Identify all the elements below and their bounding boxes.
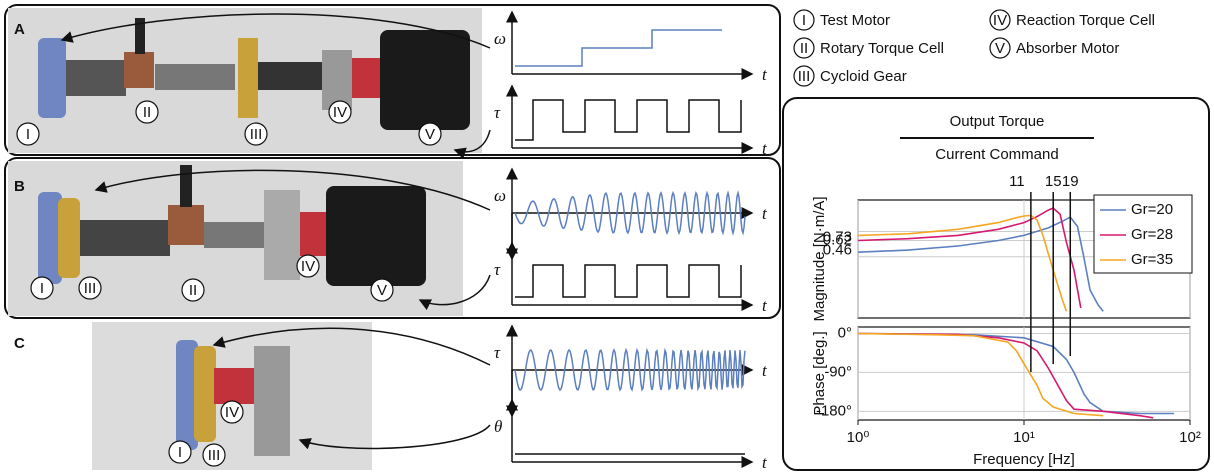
photo-badge-label: III xyxy=(208,447,221,464)
y-tick-label: 0.73 xyxy=(823,229,852,246)
numeral: IV xyxy=(993,12,1007,29)
signal-symbol: τ xyxy=(494,103,501,122)
photo-badge-label: I xyxy=(26,126,30,143)
signal-symbol: τ xyxy=(494,260,501,279)
arrow xyxy=(212,327,491,366)
signal-symbol: ω xyxy=(494,29,506,48)
x-tick-label: 10² xyxy=(1179,429,1201,446)
numeral-circle xyxy=(793,9,815,31)
y-axis-label: Magnitude [N·m/A] xyxy=(811,196,828,321)
photo-badge-label: III xyxy=(84,280,97,297)
series-line xyxy=(858,332,1154,419)
y-tick-label: 0.62 xyxy=(823,231,852,248)
arrow xyxy=(453,129,491,160)
y-tick-label: -180° xyxy=(816,402,852,419)
photo-badge xyxy=(220,400,244,424)
photo-badge xyxy=(30,276,54,300)
photo-badge xyxy=(370,278,394,302)
x-tick-label: 10⁰ xyxy=(847,429,870,446)
legend-label: Gr=20 xyxy=(1131,201,1173,218)
signal-symbol: ω xyxy=(494,186,506,205)
numeral-circle xyxy=(793,37,815,59)
photo-badge-label: IV xyxy=(225,404,239,421)
chart-subtitle: Current Command xyxy=(935,146,1058,163)
photo-badge xyxy=(296,254,320,278)
photo-badge-label: II xyxy=(143,104,151,121)
legend-label: Gr=35 xyxy=(1131,251,1173,268)
photo-badge xyxy=(202,443,226,467)
arrow xyxy=(298,424,491,450)
panel-frame xyxy=(4,157,781,319)
series-line xyxy=(858,214,1068,312)
photo-badge-label: III xyxy=(250,126,263,143)
marker-label: 15 xyxy=(1045,173,1062,190)
time-symbol: t xyxy=(762,296,768,315)
photo-badge-label: V xyxy=(377,282,387,299)
photo xyxy=(92,322,372,470)
photo-badge xyxy=(181,278,205,302)
bode-frame xyxy=(782,97,1210,471)
photo-badge-label: V xyxy=(425,126,435,143)
x-tick-label: 10¹ xyxy=(1013,429,1035,446)
signal-trace xyxy=(514,347,746,392)
time-symbol: t xyxy=(762,453,768,472)
panel-letter: B xyxy=(14,178,25,195)
photo-badge-label: IV xyxy=(301,258,315,275)
y-tick-label: 0.46 xyxy=(823,242,852,259)
component-name: Rotary Torque Cell xyxy=(820,40,944,57)
signal-trace xyxy=(515,29,722,67)
y-tick-label: -90° xyxy=(824,363,852,380)
photo-badge-label: IV xyxy=(333,104,347,121)
component-name: Test Motor xyxy=(820,12,890,29)
time-symbol: t xyxy=(762,204,768,223)
panel-letter: C xyxy=(14,335,25,352)
signal-trace xyxy=(515,264,742,298)
time-symbol: t xyxy=(762,139,768,158)
photo-badge xyxy=(328,100,352,124)
photo xyxy=(8,8,482,153)
photo-badge xyxy=(16,122,40,146)
photo-badge-label: I xyxy=(178,444,182,461)
photo-badge xyxy=(78,276,102,300)
photo-badge xyxy=(135,100,159,124)
x-axis-label: Frequency [Hz] xyxy=(973,451,1075,468)
photo-badge xyxy=(168,440,192,464)
y-tick-label: 0° xyxy=(838,324,852,341)
signal-symbol: τ xyxy=(494,343,501,362)
legend-label: Gr=28 xyxy=(1131,226,1173,243)
time-symbol: t xyxy=(762,65,768,84)
series-line xyxy=(858,332,1104,417)
photo xyxy=(8,161,463,316)
component-name: Reaction Torque Cell xyxy=(1016,12,1155,29)
component-name: Absorber Motor xyxy=(1016,40,1119,57)
numeral: V xyxy=(995,40,1005,57)
numeral: II xyxy=(800,40,808,57)
numeral-circle xyxy=(793,65,815,87)
component-name: Cycloid Gear xyxy=(820,68,907,85)
photo-badge-label: II xyxy=(189,282,197,299)
chart-title: Output Torque xyxy=(950,113,1045,130)
marker-label: 19 xyxy=(1062,173,1079,190)
photo-badge xyxy=(418,122,442,146)
signal-trace xyxy=(514,190,746,236)
photo-badge-label: I xyxy=(40,280,44,297)
photo-badge xyxy=(244,122,268,146)
arrow xyxy=(60,13,491,49)
marker-label: 11 xyxy=(1009,173,1025,190)
numeral-circle xyxy=(989,9,1011,31)
arrow xyxy=(418,274,491,311)
panel-frame xyxy=(4,4,781,156)
series-line xyxy=(858,207,1082,309)
numeral-circle xyxy=(989,37,1011,59)
signal-trace xyxy=(515,99,742,141)
y-axis-label: Phase [deg.] xyxy=(811,331,828,415)
time-symbol: t xyxy=(762,361,768,380)
signal-symbol: θ xyxy=(494,417,502,436)
panel-letter: A xyxy=(14,21,25,38)
numeral: I xyxy=(802,12,806,29)
numeral: III xyxy=(798,68,811,85)
arrow xyxy=(94,169,491,211)
